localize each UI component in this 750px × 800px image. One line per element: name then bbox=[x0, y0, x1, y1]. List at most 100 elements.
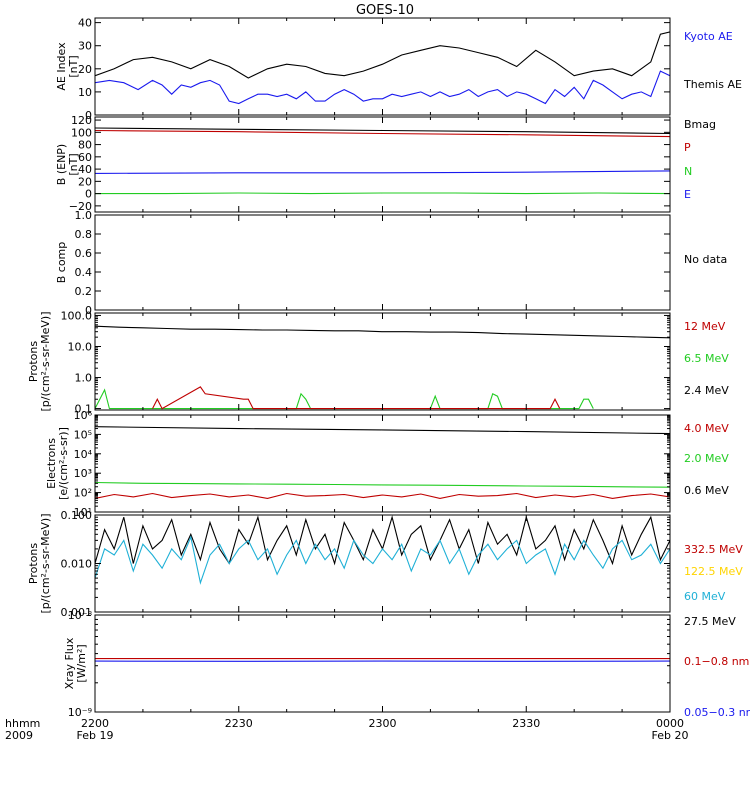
y-axis-label-line: [W/m²] bbox=[75, 644, 88, 682]
time-tick-label: 0000 bbox=[656, 717, 684, 730]
y-axis-label-line: B comp bbox=[55, 242, 68, 284]
panel-7: 10⁻⁹ 10⁻⁸ Xray Flux[W/m²] 0.1−0.8 nm 0.05−0.… bbox=[63, 609, 750, 719]
y-tick-label: 100 bbox=[71, 126, 92, 139]
legend-entry: 60 MeV bbox=[684, 590, 726, 603]
y-tick-label: 30 bbox=[78, 40, 92, 53]
y-tick-label: 10¹ bbox=[74, 506, 92, 519]
panel-5: 10¹ 10² 10³ 10⁴ 10⁵ 10⁶ Electrons[e/(cm²-s-sr)… bbox=[45, 409, 729, 519]
panel-1: 0 10 20 30 40 AE Index[nT] Kyoto AE Themis AE bbox=[55, 17, 742, 122]
y-tick-label: 0.8 bbox=[75, 228, 93, 241]
panel-frame bbox=[94, 17, 671, 116]
y-axis-label-line: Protons bbox=[27, 341, 40, 382]
series-2-4-mev-line bbox=[95, 325, 670, 339]
y-axis-label-line: [p/(cm²-s-sr-MeV)] bbox=[39, 312, 52, 412]
series-p-line bbox=[95, 129, 670, 138]
series-bmag-line bbox=[95, 127, 670, 135]
series-0-6-mev-line bbox=[95, 426, 670, 435]
y-tick-label: 60 bbox=[78, 151, 92, 164]
panel-frame bbox=[94, 514, 671, 613]
y-tick-label: 20 bbox=[78, 175, 92, 188]
legend-entry: 4.0 MeV bbox=[684, 422, 729, 435]
series-60-mev-line bbox=[95, 535, 670, 585]
y-tick-label: 40 bbox=[78, 17, 92, 30]
y-tick-label: −20 bbox=[69, 200, 92, 213]
y-axis-label-line: [nT] bbox=[67, 153, 80, 175]
y-axis-label-line: [e/(cm²-s-sr)] bbox=[57, 427, 70, 500]
legend-entry: 2.0 MeV bbox=[684, 452, 729, 465]
legend-entry: 12 MeV bbox=[684, 320, 726, 333]
y-axis-label-line: AE Index bbox=[55, 42, 68, 91]
time-date-label: Feb 19 bbox=[77, 729, 114, 742]
panel-frame bbox=[94, 614, 671, 713]
y-axis-label-line: Protons bbox=[27, 543, 40, 584]
time-date-label: Feb 20 bbox=[652, 729, 689, 742]
y-axis-label-line: Xray Flux bbox=[63, 637, 76, 689]
legend-entry: 0.1−0.8 nm bbox=[684, 655, 749, 668]
y-tick-label: 120 bbox=[71, 114, 92, 127]
y-axis-label: Electrons[e/(cm²-s-sr)] bbox=[45, 427, 70, 500]
y-tick-label: 20 bbox=[78, 63, 92, 76]
y-axis-label-line: B (ENP) bbox=[55, 144, 68, 185]
chart-title: GOES-10 bbox=[356, 3, 414, 18]
legend-entry: E bbox=[684, 188, 691, 201]
y-tick-label: 0.001 bbox=[61, 606, 93, 619]
legend-entry: Themis AE bbox=[683, 78, 742, 91]
y-tick-label: 10⁻⁹ bbox=[68, 706, 92, 719]
y-axis-label: AE Index[nT] bbox=[55, 42, 80, 91]
legend-entry: 332.5 MeV bbox=[684, 543, 743, 556]
y-tick-label: 40 bbox=[78, 163, 92, 176]
legend-entry: Kyoto AE bbox=[684, 30, 733, 43]
y-axis-label-line: Electrons bbox=[45, 438, 58, 489]
legend-entry: 2.4 MeV bbox=[684, 384, 729, 397]
y-tick-label: 0.100 bbox=[61, 509, 93, 522]
panel-frame bbox=[94, 312, 671, 411]
y-tick-label: 0.1 bbox=[75, 403, 93, 416]
y-axis-label-line: [p/(cm²-s-sr-MeV)] bbox=[39, 514, 52, 614]
y-tick-label: 1.0 bbox=[75, 209, 93, 222]
series-kyoto-ae-line bbox=[95, 70, 670, 105]
y-tick-label: 10⁶ bbox=[74, 409, 93, 422]
y-tick-label: 80 bbox=[78, 139, 92, 152]
y-tick-label: 10³ bbox=[74, 467, 92, 480]
legend-entry: 0.05−0.3 nm bbox=[684, 706, 750, 719]
time-tick-label: 2300 bbox=[369, 717, 397, 730]
y-tick-label: 10⁴ bbox=[74, 448, 93, 461]
panel-6: 0.001 0.010 0.100 Protons[p/(cm²-s-sr-MeV)]… bbox=[27, 509, 743, 628]
legend-entry: Bmag bbox=[684, 118, 716, 131]
y-tick-label: 10² bbox=[74, 487, 92, 500]
legend-entry: 6.5 MeV bbox=[684, 352, 729, 365]
y-tick-label: 0 bbox=[85, 304, 92, 317]
y-tick-label: 10⁵ bbox=[74, 428, 92, 441]
y-tick-label: 1.0 bbox=[75, 372, 93, 385]
series-themis-ae-line bbox=[95, 31, 670, 79]
time-tick-label: 2330 bbox=[512, 717, 540, 730]
legend-entry: No data bbox=[684, 253, 727, 266]
y-axis-label: B comp bbox=[55, 242, 68, 284]
time-tick-label: 2230 bbox=[225, 717, 253, 730]
y-tick-label: 0.6 bbox=[75, 247, 93, 260]
time-corner-top: hhmm bbox=[5, 717, 40, 730]
series-e-line bbox=[95, 170, 670, 174]
series-4-0-mev-line bbox=[95, 492, 670, 499]
y-axis-label-line: [nT] bbox=[67, 55, 80, 77]
y-tick-label: 10 bbox=[78, 86, 92, 99]
legend-entry: 122.5 MeV bbox=[684, 565, 743, 578]
y-tick-label: 10.0 bbox=[68, 340, 93, 353]
y-axis-label: Xray Flux[W/m²] bbox=[63, 637, 88, 689]
panel-3: 0 0.2 0.4 0.6 0.8 1.0 B comp No data bbox=[55, 209, 727, 317]
y-tick-label: 0 bbox=[85, 188, 92, 201]
legend-entry: P bbox=[684, 141, 691, 154]
legend-entry: 0.6 MeV bbox=[684, 484, 729, 497]
series-n-line bbox=[95, 192, 670, 195]
y-axis-label: Protons[p/(cm²-s-sr-MeV)] bbox=[27, 514, 52, 614]
y-tick-label: 0.2 bbox=[75, 285, 93, 298]
y-tick-label: 0.4 bbox=[75, 266, 93, 279]
time-corner-bottom: 2009 bbox=[5, 729, 33, 742]
series-6-5-mev-line bbox=[95, 388, 594, 410]
panel-4: 0.1 1.0 10.0 100.0 Protons[p/(cm²-s-sr-MeV)]… bbox=[27, 309, 729, 415]
y-tick-label: 0 bbox=[85, 109, 92, 122]
